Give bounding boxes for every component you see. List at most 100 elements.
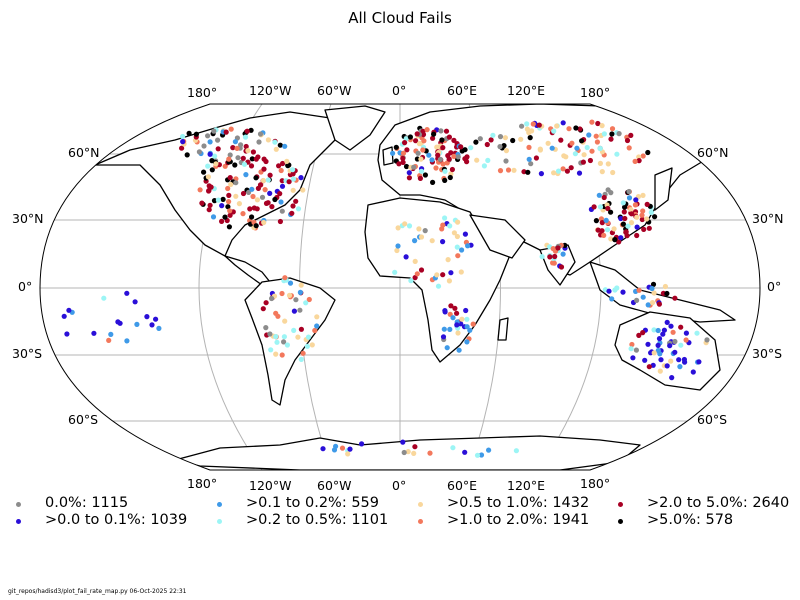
station-marker (273, 146, 279, 152)
station-marker (427, 450, 433, 456)
station-marker (443, 128, 450, 134)
station-marker (403, 163, 410, 170)
station-marker (465, 243, 471, 249)
station-marker (454, 322, 460, 328)
station-marker (564, 168, 571, 174)
station-marker (599, 169, 605, 175)
station-marker (101, 295, 107, 301)
station-marker (589, 119, 595, 125)
lon-label-top-180w: 180° (187, 85, 218, 100)
station-marker (406, 223, 413, 229)
station-marker (442, 215, 448, 221)
station-marker (668, 358, 674, 364)
station-marker (633, 347, 640, 353)
station-marker (594, 139, 601, 145)
station-marker (180, 139, 186, 145)
station-marker (440, 222, 446, 228)
station-marker (596, 192, 602, 198)
station-marker (250, 149, 256, 155)
station-marker (257, 182, 264, 188)
station-marker (297, 307, 303, 313)
station-marker (704, 337, 710, 343)
station-marker (470, 321, 476, 327)
station-marker (649, 300, 656, 306)
station-marker (593, 218, 600, 224)
station-marker (215, 137, 221, 143)
station-marker (609, 296, 615, 302)
legend-marker (618, 502, 623, 507)
station-marker (634, 297, 640, 303)
station-marker (407, 134, 413, 140)
station-marker (618, 215, 624, 222)
lon-label-top-60w: 60°W (317, 83, 352, 98)
station-marker (586, 132, 592, 138)
station-marker (604, 227, 611, 233)
station-marker (640, 330, 646, 336)
station-marker (265, 177, 271, 183)
station-marker (279, 208, 285, 214)
station-marker (577, 126, 583, 132)
station-marker (215, 197, 221, 203)
station-marker (446, 134, 452, 140)
station-marker (620, 289, 626, 295)
station-marker (272, 139, 278, 145)
station-marker (205, 133, 211, 139)
station-marker (481, 163, 487, 169)
station-marker (660, 331, 666, 337)
legend-marker (16, 502, 21, 507)
station-marker (253, 156, 259, 162)
map-title: All Cloud Fails (348, 9, 452, 27)
station-marker (228, 181, 234, 188)
station-marker (303, 300, 309, 306)
station-marker (405, 449, 411, 455)
station-marker (279, 352, 285, 358)
station-marker (290, 176, 297, 182)
lon-label-bottom-180w: 180° (187, 476, 218, 491)
station-marker (312, 327, 318, 334)
station-marker (636, 158, 642, 164)
station-markers (61, 119, 710, 458)
station-marker (474, 452, 481, 458)
station-marker (400, 159, 406, 165)
station-marker (581, 152, 587, 158)
station-marker (282, 275, 288, 281)
station-marker (451, 230, 457, 236)
station-marker (273, 334, 279, 340)
station-marker (445, 153, 451, 159)
station-marker (620, 200, 626, 206)
station-marker (510, 137, 516, 144)
map-outline (39, 103, 761, 471)
station-marker (551, 260, 557, 266)
station-marker (497, 168, 504, 174)
station-marker (601, 232, 607, 238)
station-marker (651, 290, 657, 296)
station-marker (640, 192, 646, 198)
station-marker (227, 212, 233, 218)
station-marker (412, 275, 418, 281)
station-marker (536, 122, 542, 128)
station-marker (286, 292, 293, 298)
station-marker (291, 327, 297, 333)
station-marker (579, 138, 585, 144)
station-marker (650, 281, 657, 287)
station-marker (624, 137, 631, 144)
station-marker (657, 368, 663, 374)
station-marker (462, 147, 468, 153)
station-marker (552, 253, 558, 260)
station-marker (414, 131, 420, 137)
station-marker (450, 315, 456, 321)
station-marker (233, 180, 239, 186)
station-marker (669, 375, 675, 381)
station-marker (626, 145, 632, 151)
legend-label: >0.0 to 0.1%: 1039 (45, 512, 188, 528)
station-marker (207, 202, 213, 208)
station-marker (632, 202, 639, 208)
station-marker (277, 191, 283, 197)
station-marker (626, 188, 632, 195)
station-marker (412, 258, 418, 264)
station-marker (416, 141, 422, 147)
station-marker (628, 346, 634, 352)
station-marker (605, 161, 611, 167)
station-marker (599, 123, 605, 129)
station-marker (418, 267, 425, 273)
